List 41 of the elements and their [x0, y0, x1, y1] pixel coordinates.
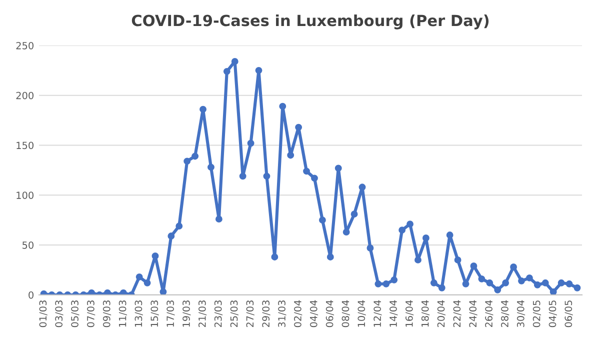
x-tick-label: 06/05 — [564, 300, 573, 328]
x-tick-label: 03/03 — [55, 300, 64, 328]
y-tick-label: 50 — [22, 241, 34, 249]
x-tick-label: 13/03 — [134, 300, 143, 327]
x-tick-label: 16/04 — [405, 300, 414, 327]
x-tick-label: 27/03 — [246, 300, 254, 328]
x-tick-label: 15/03 — [150, 300, 159, 327]
y-tick-label: 250 — [16, 42, 34, 50]
x-tick-label: 07/03 — [87, 300, 96, 328]
x-tick-label: 26/04 — [485, 300, 494, 328]
x-tick-label: 02/05 — [532, 300, 541, 328]
x-tick-label: 11/03 — [118, 300, 127, 327]
y-tick-label: 0 — [28, 291, 34, 299]
y-tick-label: 200 — [16, 92, 34, 100]
x-tick-label: 06/04 — [326, 300, 334, 328]
x-tick-label: 09/03 — [102, 300, 112, 328]
chart-title: COVID-19-Cases in Luxembourg (Per Day) — [132, 14, 489, 30]
x-tick-label: 05/03 — [71, 300, 80, 328]
x-tick-label: 18/04 — [421, 300, 430, 327]
x-tick-label: 23/03 — [214, 300, 223, 328]
x-tick-label: 14/04 — [390, 300, 398, 327]
x-tick-label: 19/03 — [182, 300, 191, 327]
x-tick-label: 21/03 — [198, 300, 207, 328]
x-tick-label: 02/04 — [294, 300, 302, 328]
x-tick-label: 24/04 — [469, 300, 478, 328]
x-tick-label: 20/04 — [437, 300, 446, 328]
x-tick-label: 04/05 — [548, 300, 557, 328]
y-tick-label: 100 — [16, 192, 34, 199]
x-tick-label: 29/03 — [262, 300, 270, 328]
x-tick-label: 25/03 — [230, 300, 238, 328]
x-tick-label: 31/03 — [278, 300, 286, 328]
y-tick-label: 150 — [16, 142, 34, 150]
x-tick-label: 28/04 — [501, 300, 510, 328]
x-tick-label: 04/04 — [310, 300, 318, 328]
x-tick-label: 01/03 — [39, 300, 48, 328]
x-tick-label: 12/04 — [374, 300, 382, 327]
x-tick-label: 30/04 — [516, 300, 526, 328]
x-tick-label: 10/04 — [358, 300, 366, 327]
x-tick-label: 17/03 — [166, 300, 175, 327]
x-tick-label: 22/04 — [453, 300, 462, 328]
x-tick-label: 08/04 — [342, 300, 350, 328]
